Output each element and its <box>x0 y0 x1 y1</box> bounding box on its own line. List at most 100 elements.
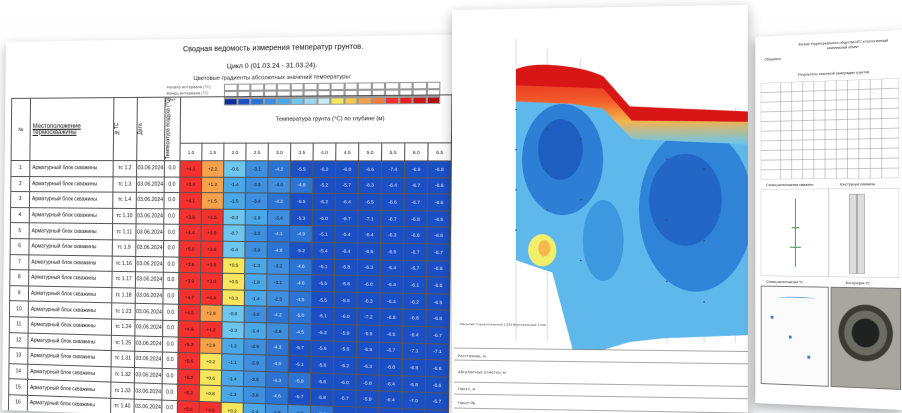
temperature-cell: -3.0 <box>243 387 265 404</box>
temperature-cell: -2.3 <box>267 290 290 307</box>
temperature-cell: -4.2 <box>266 307 289 324</box>
temperature-cell: -6.4 <box>335 243 358 260</box>
col-tc: №ТС <box>113 97 137 160</box>
temperature-cell: -5.6 <box>311 340 334 357</box>
temperature-cell: -6.7 <box>379 342 402 359</box>
row-tc: тс 1.2 <box>113 161 137 177</box>
row-air-temp: 0.0 <box>164 209 180 225</box>
temperature-cell: +3.9 <box>179 273 201 289</box>
temperature-cell: -3.4 <box>245 193 267 209</box>
temperature-cell: -0.4 <box>223 241 245 257</box>
temperature-cell: -5.9 <box>356 390 379 407</box>
row-tc: тс 1.25 <box>111 335 135 352</box>
row-location: Арматурный блок скважины <box>29 223 113 240</box>
temperature-cell: +3.5 <box>201 225 223 241</box>
temperature-cell: -6.4 <box>379 375 402 392</box>
temperature-cell: -6.6 <box>426 360 450 377</box>
temperature-cell: -6.8 <box>380 309 403 326</box>
gradient-caption: Цветовые градиенты абсолютных значений т… <box>136 73 413 82</box>
temperature-cell: -6.5 <box>380 325 403 342</box>
row-air-temp: 0.0 <box>163 256 179 272</box>
footer-picket-no: Пикет № <box>458 400 475 405</box>
row-air-temp: 0.0 <box>164 193 180 209</box>
temperature-cell: -5.9 <box>333 406 356 413</box>
section-footer-grid <box>454 348 748 413</box>
temperature-cell: -6.2 <box>403 293 426 310</box>
temperature-cell: +5.2 <box>178 369 200 386</box>
depth-header-11: 6.5 <box>428 143 452 161</box>
row-date: 03.06.2024 <box>136 177 164 193</box>
temperature-cell: +4.4 <box>179 225 201 241</box>
temperature-cell: -2.6 <box>266 323 289 340</box>
col-location: Местоположение термоскважины <box>30 98 114 161</box>
row-number: 13 <box>9 348 28 364</box>
temperature-cell: -1.4 <box>243 403 265 413</box>
temperature-cell: -0.7 <box>223 225 245 241</box>
temperature-cell: -5.2 <box>289 242 312 259</box>
borehole-report-sheet: Филиал территориального общества ИГС в Г… <box>755 30 902 410</box>
temperature-cell: -4.8 <box>267 242 290 259</box>
temperature-cell: -6.7 <box>404 194 427 211</box>
row-air-temp: 0.0 <box>162 368 178 384</box>
temperature-cell: +3.6 <box>179 257 201 273</box>
row-tc: тс 1.33 <box>111 382 135 399</box>
temperature-cell: -2.9 <box>244 354 266 371</box>
temperature-cell: -1.4 <box>244 290 266 307</box>
temperature-cell: +5.6 <box>178 353 200 370</box>
temperature-cell: -6.4 <box>335 194 358 211</box>
temperature-cell: +3.6 <box>201 241 223 257</box>
row-location: Арматурный блок скважины <box>29 192 113 208</box>
sheet-title: Сводная ведомость измерения температур г… <box>136 42 413 55</box>
temperature-cell: -6.2 <box>333 357 356 374</box>
row-air-temp: 0.0 <box>164 225 180 241</box>
temperature-cell: -6.6 <box>425 409 449 413</box>
temperature-cell: -5.5 <box>290 193 313 209</box>
section-left-label: Схема расположения скважины <box>766 183 813 188</box>
temperature-cell: -6.7 <box>425 393 449 410</box>
temperature-cell: -3.2 <box>267 258 290 275</box>
temperature-cell: -6.6 <box>425 376 449 393</box>
col-no: № <box>11 98 30 160</box>
temperature-cell: +4.4 <box>200 289 222 306</box>
row-tc: тс 1.16 <box>112 256 136 272</box>
temperature-cell: -6.9 <box>356 341 379 358</box>
row-tc: тс 1.4 <box>113 192 137 208</box>
row-air-temp: 0.0 <box>162 400 178 413</box>
temperature-cell: -6.6 <box>427 194 451 211</box>
temperature-cell: -5.7 <box>335 177 358 193</box>
temperature-cell: -5.4 <box>335 226 358 243</box>
depth-header-6: 4.0 <box>313 143 336 161</box>
temperature-table: № Местоположение термоскважины №ТС Дата … <box>8 94 453 413</box>
temperature-section-sheet: Масштаб: Горизонтальный 1:500 Вертикальн… <box>452 5 748 413</box>
temperature-cell: +5.6 <box>177 401 199 413</box>
row-date: 03.06.2024 <box>134 383 162 400</box>
temperature-cell: -4.2 <box>268 193 291 209</box>
temperature-cell: -1.4 <box>244 322 266 339</box>
row-number: 4 <box>10 207 29 223</box>
row-tc: тс 1.10 <box>113 208 137 224</box>
temperature-cell: +5.2 <box>177 385 199 402</box>
temperature-cell: +2.2 <box>202 161 224 177</box>
temperature-cell: +0.8 <box>199 385 221 402</box>
temperature-cell: +4.6 <box>199 401 221 413</box>
temperature-cell: -5.2 <box>313 177 336 193</box>
temperature-cell: -6.3 <box>358 177 381 194</box>
temperature-cell: -0.3 <box>223 209 245 225</box>
temperature-cell: -3.0 <box>245 225 267 241</box>
temperature-cell: -7.2 <box>357 308 380 325</box>
temperature-cell: -7.4 <box>381 161 404 178</box>
temperature-cell: -5.1 <box>312 259 335 276</box>
temperature-cell: -6.3 <box>357 292 380 309</box>
row-location: Арматурный блок скважины <box>29 270 112 287</box>
temperature-cell: -5.8 <box>311 356 334 373</box>
temperature-section-plot: Масштаб: Горизонтальный 1:500 Вертикальн… <box>452 5 748 413</box>
temperature-summary-sheet: Сводная ведомость измерения температур г… <box>2 34 482 413</box>
temperature-cell: -6.0 <box>333 373 356 390</box>
temperature-table-body: 1 Арматурный блок скважины тс 1.2 03.06.202… <box>9 161 452 413</box>
row-tc: тс 1.9 <box>112 240 136 256</box>
row-location: Арматурный блок скважины <box>29 254 113 271</box>
row-location: Арматурный блок скважины <box>29 239 113 256</box>
row-air-temp: 0.0 <box>163 272 179 288</box>
deep-cold-zone-2 <box>538 119 583 180</box>
